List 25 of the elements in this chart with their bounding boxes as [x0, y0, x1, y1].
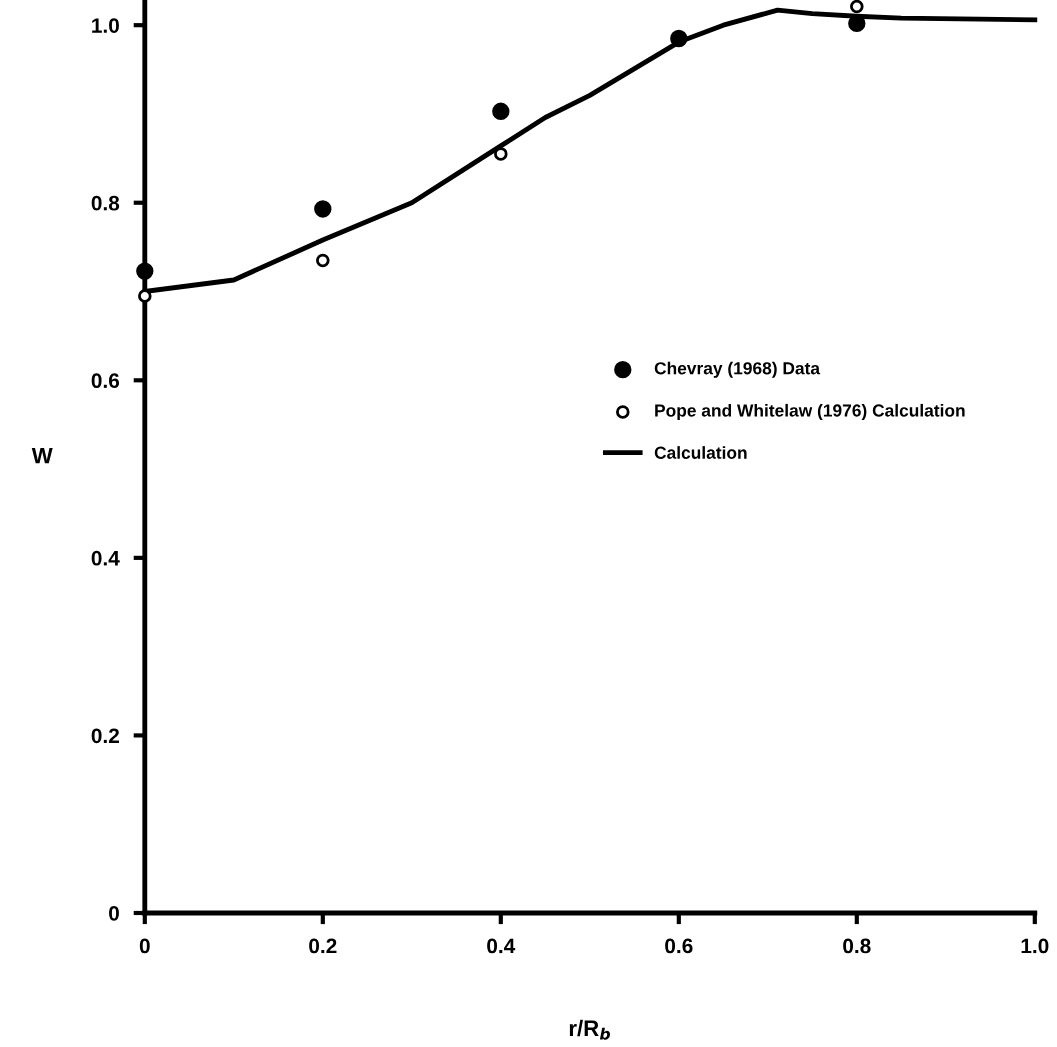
- y-axis-title: W: [31, 448, 53, 464]
- point: [494, 147, 508, 161]
- point: [492, 102, 510, 120]
- legend-label: Pope and Whitelaw (1976) Calculation: [655, 403, 965, 421]
- y-tick-label: 0: [109, 905, 119, 921]
- y-tick-label: 0.4: [91, 550, 120, 566]
- legend-label: Calculation: [654, 446, 747, 459]
- legend-label: Chevray (1968) Data: [654, 361, 821, 378]
- x-tick-label: 0: [139, 938, 150, 954]
- x-tick-label: 0.4: [487, 938, 516, 954]
- x-tick-label: 0.2: [309, 938, 337, 954]
- y-tick-label: 0.2: [91, 728, 119, 744]
- x-tick-label: 0.6: [665, 938, 693, 954]
- y-tick-label: 0.8: [91, 195, 120, 211]
- point: [136, 262, 154, 280]
- x-axis-title: r/R$_{b}$: [569, 1019, 610, 1040]
- x-tick-label: 1.0: [1021, 938, 1049, 954]
- point: [850, 0, 864, 14]
- x-tick-label: 0.8: [843, 938, 871, 954]
- point: [316, 253, 330, 268]
- point: [314, 200, 332, 218]
- point: [138, 289, 152, 303]
- y-tick-label: 0.6: [91, 373, 120, 389]
- y-tick-label: 1.0: [92, 18, 119, 33]
- point: [670, 29, 688, 48]
